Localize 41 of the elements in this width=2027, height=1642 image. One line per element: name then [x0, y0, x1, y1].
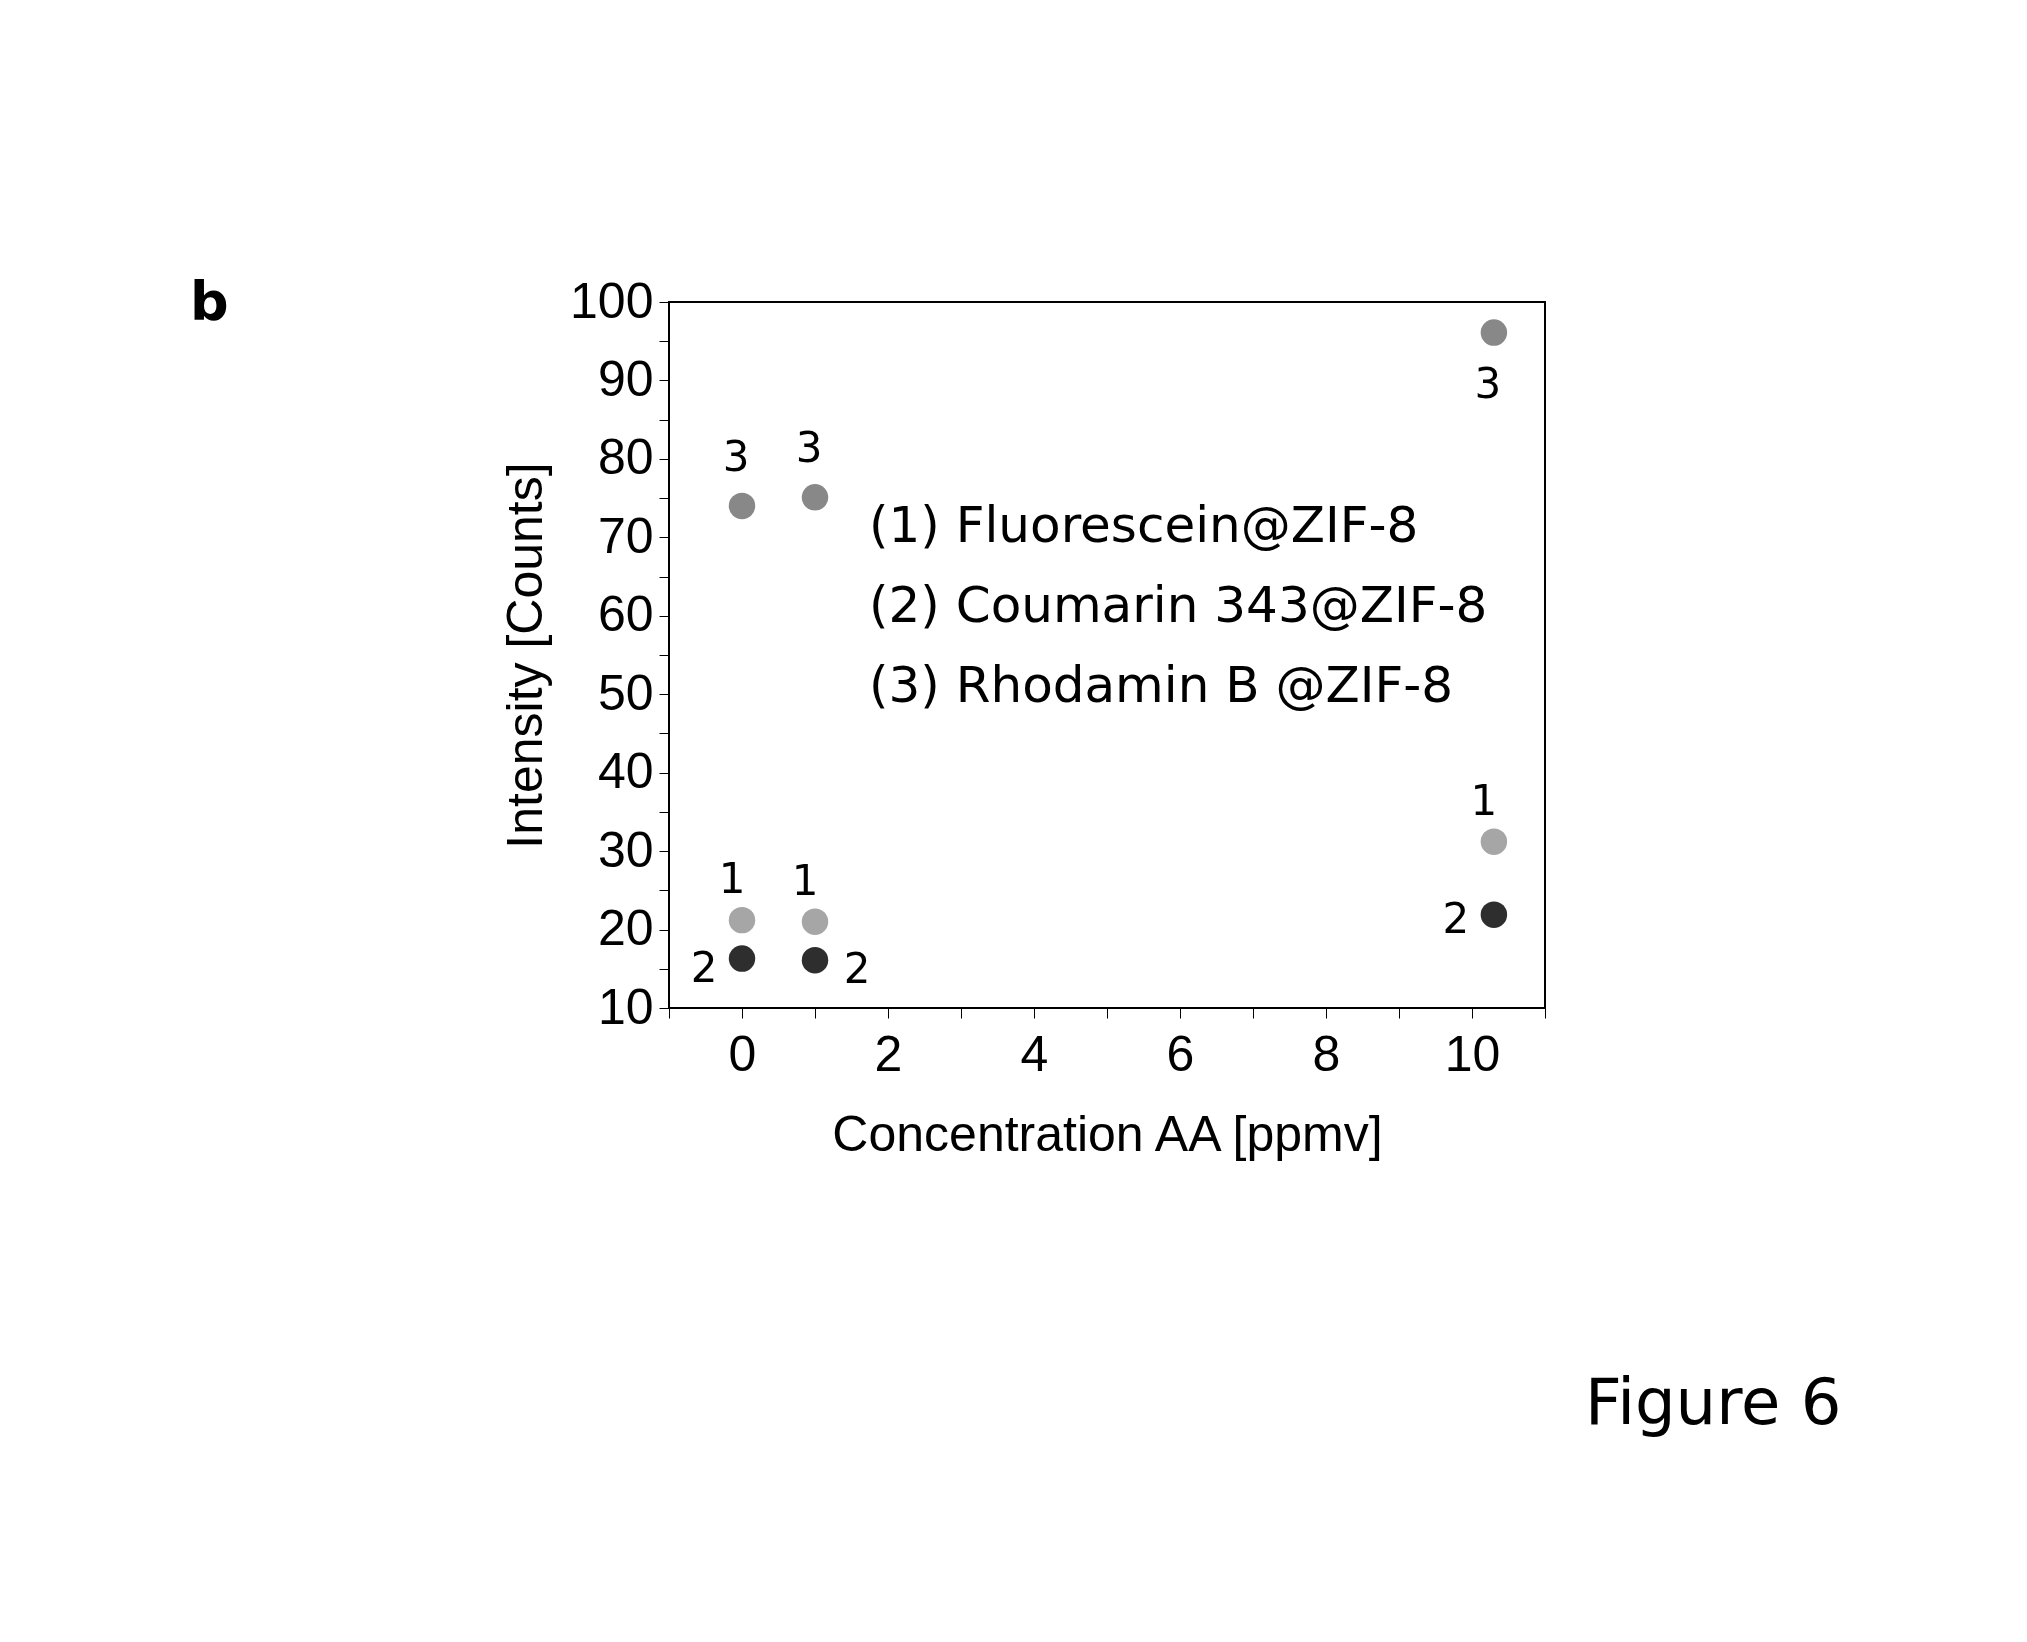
annotation: 3	[1474, 358, 1502, 408]
annotation: 3	[795, 423, 823, 473]
caption: Figure 6	[1585, 1365, 1842, 1439]
annotation: (2) Coumarin 343@ZIF-8	[869, 576, 1488, 634]
x-axis-title: Concentration AA [ppmv]	[832, 1105, 1383, 1162]
y-tick-label: 60	[597, 586, 654, 643]
y-tick-label: 40	[597, 743, 654, 800]
point	[801, 484, 829, 511]
point	[801, 946, 829, 974]
y-tick-label: 80	[597, 429, 654, 486]
x-tick-label: 6	[1166, 1025, 1195, 1082]
annotation: 1	[791, 855, 819, 905]
y-tick-label: 20	[597, 900, 654, 957]
annotation: 1	[718, 854, 746, 904]
point	[1480, 319, 1508, 346]
annotation: 1	[1470, 775, 1498, 825]
point	[728, 492, 756, 520]
y-tick-label: 70	[597, 507, 654, 564]
annotation: 2	[690, 942, 718, 992]
point	[728, 945, 756, 972]
y-axis-title: Intensity [Counts]	[497, 462, 554, 849]
x-tick-label: 8	[1312, 1025, 1341, 1082]
x-tick-label: 4	[1020, 1025, 1049, 1082]
annotation: (3) Rhodamin B @ZIF-8	[869, 656, 1454, 714]
y-tick-label: 50	[597, 664, 654, 721]
x-tick-label: 0	[728, 1025, 757, 1082]
x-tick-label: 2	[874, 1025, 903, 1082]
x-tick-label: 10	[1444, 1025, 1501, 1082]
point	[728, 906, 756, 934]
point	[1480, 901, 1508, 928]
annotation: (1) Fluorescein@ZIF-8	[869, 496, 1419, 554]
y-tick-label: 30	[597, 821, 654, 878]
point	[801, 908, 829, 935]
annotation: 2	[1442, 893, 1470, 943]
annotation: 3	[722, 431, 750, 481]
y-tick-label: 100	[570, 272, 654, 329]
y-tick-label: 10	[597, 978, 654, 1035]
text: b	[190, 270, 229, 333]
annotation: 2	[843, 944, 871, 994]
point	[1480, 828, 1508, 855]
y-tick-label: 90	[597, 350, 654, 407]
